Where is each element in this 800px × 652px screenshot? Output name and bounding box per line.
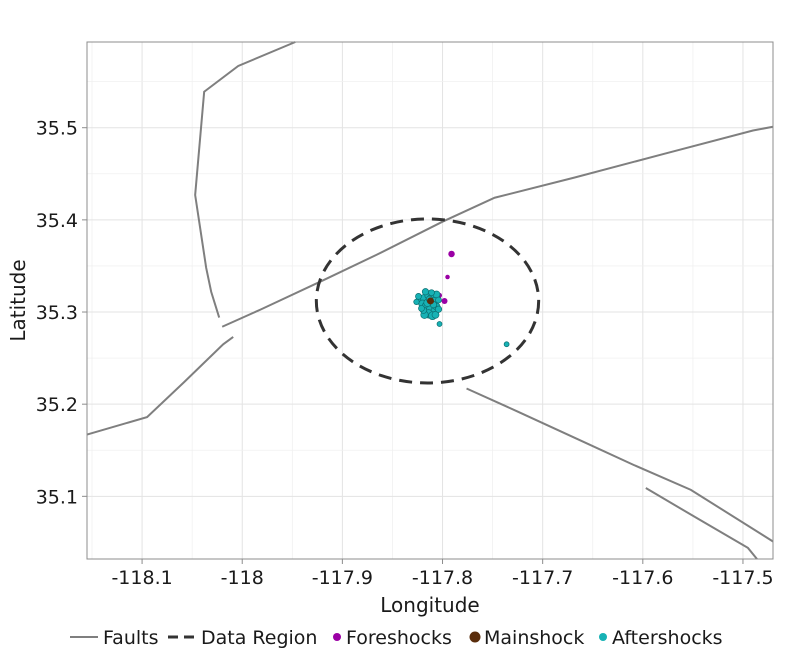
- aftershock-point: [503, 341, 510, 348]
- legend-label: Faults: [103, 627, 159, 649]
- aftershock-point: [431, 310, 440, 319]
- y-tick-label: 35.2: [36, 394, 78, 416]
- x-tick-label: -118: [221, 567, 264, 589]
- axis-ticks: -118.1 -118 -117.9 -117.8 -117.7 -117.6 -117.5…: [36, 118, 774, 589]
- y-axis-title: Latitude: [6, 259, 30, 341]
- data-region-layer: [314, 217, 541, 385]
- legend-label: Data Region: [201, 627, 317, 649]
- y-tick-label: 35.3: [36, 302, 78, 324]
- legend-label: Mainshock: [484, 627, 584, 649]
- x-tick-label: -117.8: [412, 567, 473, 589]
- x-tick-label: -117.9: [312, 567, 373, 589]
- fault-line: [645, 487, 758, 560]
- foreshock-point: [445, 274, 450, 280]
- legend-key-foreshocks: [333, 633, 341, 641]
- aftershock-point: [418, 304, 425, 312]
- x-tick-label: -117.5: [712, 567, 773, 589]
- fault-line: [86, 336, 234, 436]
- grid: [87, 42, 773, 559]
- x-tick-label: -117.7: [512, 567, 573, 589]
- aftershock-point: [428, 289, 435, 297]
- legend-label: Aftershocks: [612, 627, 723, 649]
- data-region-ellipse: [314, 217, 541, 385]
- y-tick-label: 35.5: [36, 118, 78, 140]
- fault-line: [221, 125, 774, 328]
- aftershock-point: [434, 305, 443, 313]
- fault-line: [194, 41, 296, 318]
- y-tick-label: 35.1: [36, 486, 78, 508]
- aftershock-point: [435, 296, 442, 304]
- legend-key-aftershocks: [599, 633, 607, 641]
- aftershock-point: [413, 298, 420, 305]
- x-axis-title: Longitude: [380, 593, 479, 617]
- foreshock-point: [441, 297, 448, 304]
- plot-border: [86, 41, 774, 560]
- aftershock-point: [421, 288, 430, 296]
- x-tick-label: -117.6: [612, 567, 673, 589]
- y-tick-label: 35.4: [36, 210, 78, 232]
- aftershock-point: [436, 321, 443, 327]
- legend-label: Foreshocks: [346, 627, 452, 649]
- foreshock-point: [448, 250, 455, 258]
- legend-key-mainshock: [469, 631, 481, 643]
- legend: Faults Data Region Foreshocks Mainshock Afte…: [70, 627, 723, 649]
- mainshock-point: [427, 297, 435, 305]
- x-tick-label: -118.1: [111, 567, 172, 589]
- fault-lines: [86, 41, 774, 560]
- aftershock-point: [415, 293, 422, 300]
- earthquake-points: [413, 250, 510, 348]
- fault-line: [466, 387, 774, 543]
